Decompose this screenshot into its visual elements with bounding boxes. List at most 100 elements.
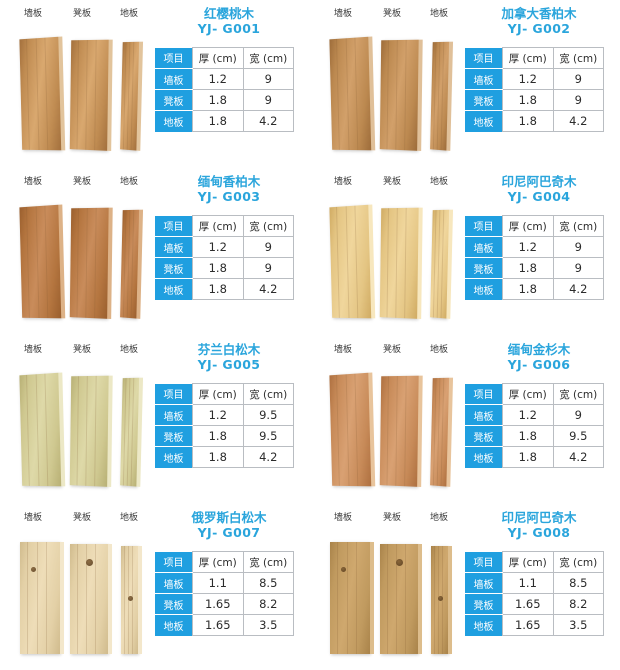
plank-face bbox=[330, 542, 370, 654]
wood-sample-group: 墙板 凳板 地板 bbox=[318, 168, 466, 328]
row-label-墙板: 墙板 bbox=[465, 68, 503, 90]
plank-face bbox=[19, 372, 62, 487]
column-header-1: 厚 (cm) bbox=[192, 383, 244, 405]
product-title: 红樱桃木 YJ- G001 bbox=[156, 6, 302, 37]
product-card-YJG007: 墙板 凳板 地板 俄罗斯白松木 YJ- G007 项目厚 (cm) 宽 (cm) 墙板 1.1 8… bbox=[0, 504, 310, 670]
column-header-0: 项目 bbox=[465, 551, 503, 573]
cell-thickness: 1.8 bbox=[502, 425, 554, 447]
table-header-row: 项目厚 (cm) 宽 (cm) bbox=[155, 215, 294, 237]
plank-group bbox=[318, 358, 466, 490]
wood-grain-line bbox=[35, 38, 40, 151]
wood-sample-地板 bbox=[430, 377, 454, 487]
table-row: 墙板 1.2 9 bbox=[155, 68, 294, 90]
plank-face bbox=[431, 546, 448, 654]
row-label-墙板: 墙板 bbox=[155, 572, 193, 594]
row-label-墙板: 墙板 bbox=[465, 404, 503, 426]
wood-grain-line bbox=[436, 377, 441, 486]
cell-width: 8.5 bbox=[552, 572, 604, 594]
cell-width: 9 bbox=[242, 89, 294, 111]
cell-width: 9 bbox=[552, 89, 604, 111]
wood-grain-line bbox=[395, 208, 398, 318]
wood-grain-line bbox=[432, 210, 437, 318]
row-label-地板: 地板 bbox=[465, 110, 503, 132]
plank-group bbox=[8, 358, 156, 490]
wood-grain-line bbox=[354, 373, 359, 487]
wood-sample-group: 墙板 凳板 地板 bbox=[8, 168, 156, 328]
wood-grain-line bbox=[436, 209, 441, 318]
wood-grain-line bbox=[386, 544, 388, 654]
table-row: 墙板 1.2 9 bbox=[465, 68, 604, 90]
plank-face bbox=[379, 39, 419, 151]
sample-label-地板: 地板 bbox=[120, 177, 139, 187]
wood-sample-墙板 bbox=[19, 204, 66, 319]
wood-grain-line bbox=[27, 542, 29, 654]
plank-edge bbox=[107, 375, 113, 487]
plank-edge bbox=[417, 39, 423, 151]
column-header-2: 宽 (cm) bbox=[552, 47, 604, 69]
wood-grain-line bbox=[404, 39, 407, 151]
row-label-墙板: 墙板 bbox=[155, 68, 193, 90]
row-label-墙板: 墙板 bbox=[465, 572, 503, 594]
wood-grain-line bbox=[130, 41, 135, 151]
column-header-0: 项目 bbox=[465, 383, 503, 405]
product-card-YJG005: 墙板 凳板 地板 芬兰白松木 YJ- G005 项目厚 (cm) 宽 (cm) 墙板 1.2 9.… bbox=[0, 336, 310, 502]
wood-grain-line bbox=[44, 205, 49, 319]
wood-grain-line bbox=[85, 544, 87, 654]
cell-width: 9 bbox=[552, 236, 604, 258]
sample-label-墙板: 墙板 bbox=[24, 345, 43, 355]
wood-grain-line bbox=[395, 544, 397, 654]
column-header-2: 宽 (cm) bbox=[552, 551, 604, 573]
spec-table: 项目厚 (cm) 宽 (cm) 墙板 1.1 8.5 凳板 1.65 8.2 地板 1.65 3.5 bbox=[465, 551, 604, 636]
wood-grain-line bbox=[126, 377, 131, 486]
wood-grain-line bbox=[130, 209, 135, 319]
cell-width: 4.2 bbox=[242, 278, 294, 300]
plank-edge bbox=[417, 207, 423, 319]
cell-thickness: 1.8 bbox=[502, 110, 554, 132]
wood-sample-墙板 bbox=[330, 542, 374, 654]
cell-width: 9.5 bbox=[242, 404, 294, 426]
sample-label-凳板: 凳板 bbox=[383, 177, 402, 187]
column-header-0: 项目 bbox=[155, 47, 193, 69]
cell-width: 3.5 bbox=[242, 614, 294, 636]
spec-table: 项目厚 (cm) 宽 (cm) 墙板 1.2 9 凳板 1.8 9.5 地板 1.8 4.2 bbox=[465, 383, 604, 468]
cell-width: 9.5 bbox=[242, 425, 294, 447]
table-row: 地板 1.8 4.2 bbox=[155, 278, 294, 300]
wood-grain-line bbox=[337, 542, 339, 654]
wood-sample-group: 墙板 凳板 地板 bbox=[8, 336, 156, 496]
column-header-0: 项目 bbox=[465, 47, 503, 69]
wood-grain-line bbox=[345, 374, 350, 487]
row-label-墙板: 墙板 bbox=[465, 236, 503, 258]
column-header-0: 项目 bbox=[155, 551, 193, 573]
wood-sample-group: 墙板 凳板 地板 bbox=[8, 504, 156, 664]
product-title: 加拿大香柏木 YJ- G002 bbox=[466, 6, 612, 37]
sample-label-地板: 地板 bbox=[120, 513, 139, 523]
product-card-YJG003: 墙板 凳板 地板 缅甸香柏木 YJ- G003 项目厚 (cm) 宽 (cm) 墙板 1.2 9 凳… bbox=[0, 168, 310, 334]
cell-width: 8.2 bbox=[242, 593, 294, 615]
column-header-2: 宽 (cm) bbox=[242, 383, 294, 405]
table-row: 地板 1.65 3.5 bbox=[155, 614, 294, 636]
sample-label-凳板: 凳板 bbox=[73, 345, 92, 355]
wood-grain-line bbox=[76, 376, 79, 486]
wood-grain-line bbox=[436, 41, 441, 150]
cell-thickness: 1.1 bbox=[192, 572, 244, 594]
wood-grain-line bbox=[395, 376, 398, 486]
cell-thickness: 1.8 bbox=[192, 89, 244, 111]
wood-sample-墙板 bbox=[329, 204, 376, 319]
wood-sample-凳板 bbox=[69, 375, 113, 487]
cell-thickness: 1.8 bbox=[192, 257, 244, 279]
wood-grain-line bbox=[126, 41, 131, 150]
plank-group bbox=[8, 22, 156, 154]
product-name: 缅甸香柏木 bbox=[197, 174, 261, 189]
wood-grain-line bbox=[76, 208, 79, 318]
plank-face bbox=[329, 36, 372, 151]
sample-label-凳板: 凳板 bbox=[383, 345, 402, 355]
table-row: 凳板 1.8 9 bbox=[155, 257, 294, 279]
row-label-墙板: 墙板 bbox=[155, 236, 193, 258]
wood-grain-line bbox=[76, 544, 78, 654]
wood-sample-凳板 bbox=[69, 39, 113, 151]
sample-label-row: 墙板 凳板 地板 bbox=[318, 6, 466, 20]
plank-face bbox=[379, 375, 419, 487]
wood-knot bbox=[85, 559, 93, 567]
product-code: YJ- G005 bbox=[197, 357, 261, 373]
